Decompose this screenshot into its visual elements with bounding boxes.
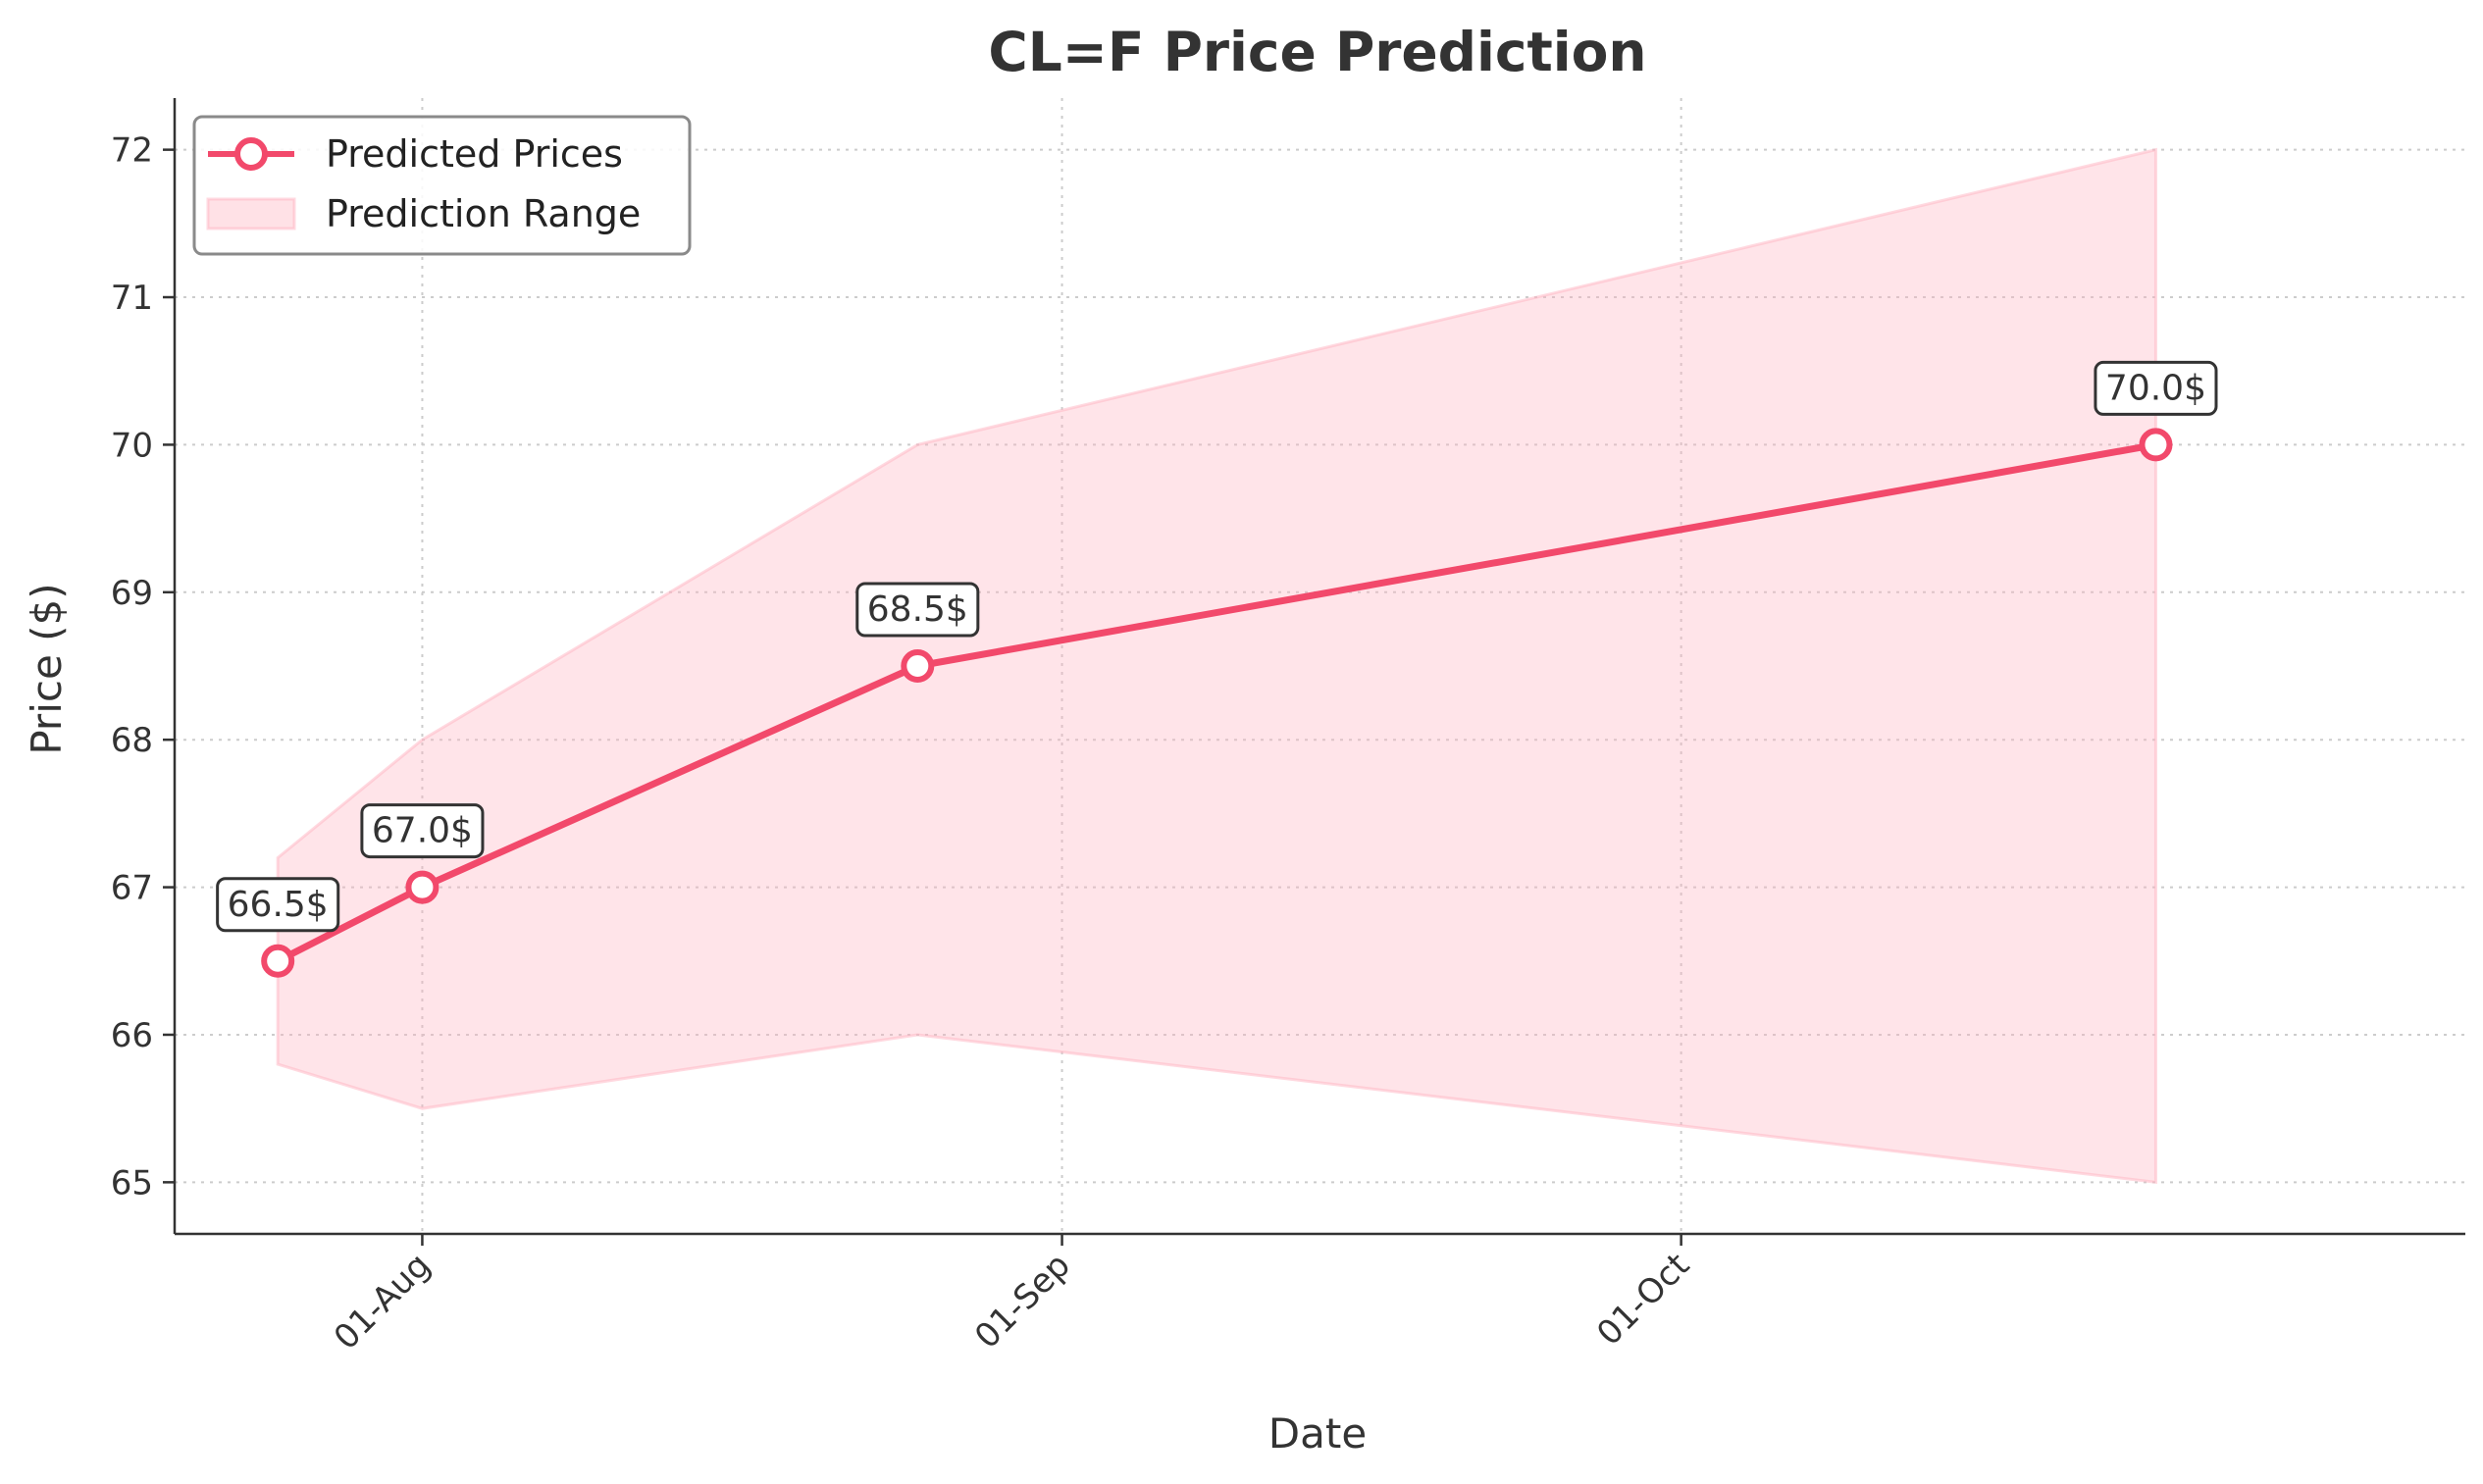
y-tick-label: 66: [111, 1016, 153, 1055]
legend-marker-swatch: [234, 137, 268, 171]
y-tick-label: 71: [111, 279, 153, 318]
data-label: 67.0$: [360, 803, 485, 859]
legend-label-prediction-range: Prediction Range: [326, 192, 641, 235]
data-label: 70.0$: [2094, 360, 2218, 416]
data-point-marker: [405, 870, 440, 904]
data-point-marker: [2139, 428, 2173, 462]
y-tick-label: 70: [111, 426, 153, 465]
data-label-text: 70.0$: [2105, 368, 2206, 408]
prediction-range-band: [276, 147, 2157, 1185]
legend-range-swatch: [206, 197, 296, 230]
data-label-text: 68.5$: [867, 589, 968, 630]
x-axis-label: Date: [1268, 1409, 1367, 1458]
y-tick-label: 65: [111, 1163, 153, 1203]
predicted-prices-series: [261, 428, 2173, 978]
data-label-text: 66.5$: [228, 885, 329, 925]
data-label-box: [2094, 360, 2218, 416]
legend: Predicted Prices Prediction Range: [192, 115, 692, 256]
data-labels: 66.5$ 67.0$ 68.5$ 70.0$: [216, 360, 2218, 933]
y-tick-label: 68: [111, 721, 153, 760]
y-tick-label: 69: [111, 574, 153, 613]
y-axis-label: Price ($): [23, 583, 71, 754]
grid: [175, 98, 2465, 1234]
data-label: 66.5$: [216, 877, 340, 933]
prediction-range-area: [276, 147, 2157, 1185]
legend-label-predicted-prices: Predicted Prices: [326, 132, 623, 176]
data-point-marker: [901, 649, 935, 683]
chart-title: CL=F Price Prediction: [988, 21, 1646, 83]
data-label-box: [216, 877, 340, 933]
data-label-box: [360, 803, 485, 859]
data-label-text: 67.0$: [372, 811, 473, 851]
data-label-box: [855, 582, 980, 638]
data-label: 68.5$: [855, 582, 980, 638]
legend-frame: [192, 115, 692, 256]
y-tick-label: 67: [111, 869, 153, 908]
predicted-prices-line: [274, 440, 2159, 965]
y-tick-label: 72: [111, 131, 153, 171]
data-point-marker: [261, 944, 295, 978]
